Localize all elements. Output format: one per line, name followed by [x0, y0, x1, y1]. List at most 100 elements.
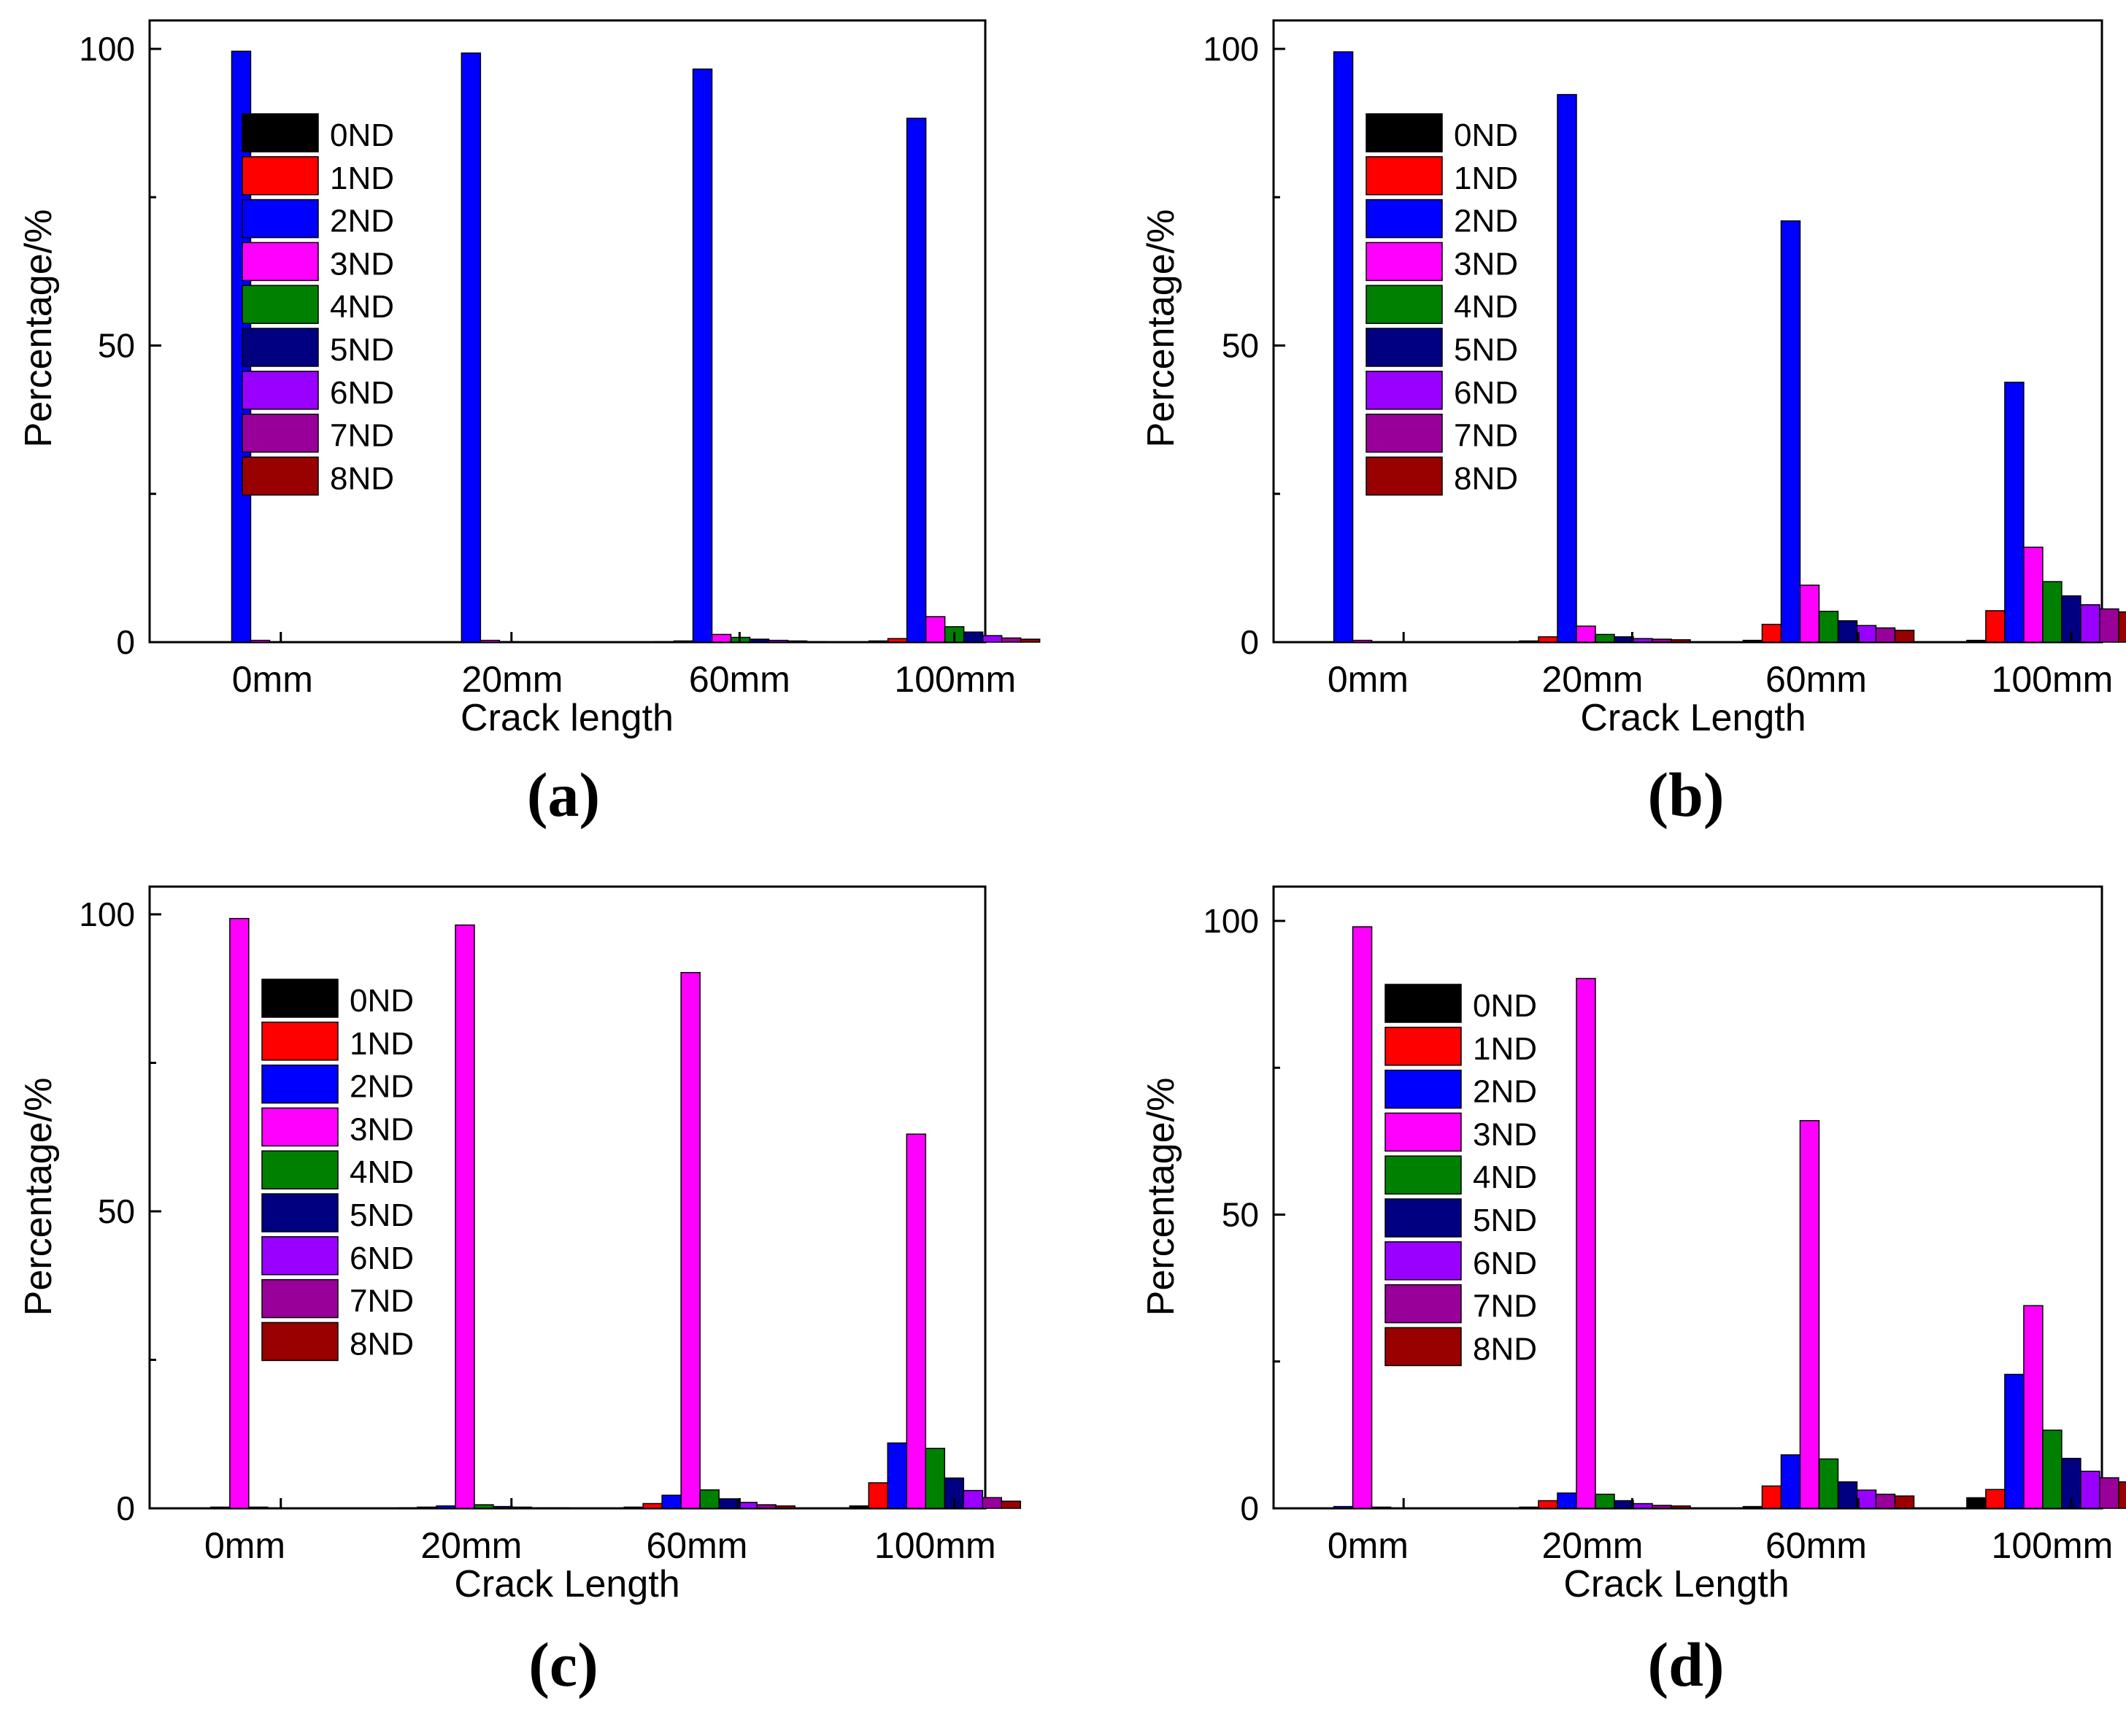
legend-label-6ND: 6ND [350, 1241, 414, 1276]
bar-3ND-100mm [2023, 547, 2044, 643]
legend-swatch-7ND [1384, 1284, 1462, 1324]
x-axis-label: Crack Length [1563, 1563, 1789, 1605]
legend-label-6ND: 6ND [330, 375, 394, 411]
legend: 0ND 1ND 2ND 3ND 4ND 5ND 6ND 7ND 8ND [1366, 113, 1518, 496]
legend-label-6ND: 6ND [1473, 1246, 1537, 1281]
bar-2ND-60mm [692, 68, 713, 643]
legend-label-0ND: 0ND [330, 117, 394, 153]
x-tick-label: 0mm [204, 1525, 285, 1566]
x-axis-label: Crack Length [1580, 697, 1806, 739]
bar-5ND-60mm [1837, 1481, 1858, 1509]
bar-2ND-100mm [906, 117, 927, 643]
legend-label-1ND: 1ND [330, 161, 394, 196]
legend-swatch-0ND [261, 979, 339, 1018]
legend-swatch-2ND [1366, 198, 1443, 239]
bar-3ND-0mm [1352, 926, 1373, 1509]
legend-label-2ND: 2ND [330, 204, 394, 239]
legend-label-7ND: 7ND [1473, 1289, 1537, 1324]
legend-swatch-2ND [1384, 1069, 1462, 1109]
bar-6ND-20mm [1633, 1502, 1653, 1509]
x-tick-label: 20mm [1542, 1525, 1644, 1566]
legend-swatch-8ND [261, 1322, 339, 1362]
legend-swatch-8ND [1384, 1327, 1462, 1367]
legend-label-4ND: 4ND [1454, 289, 1518, 325]
bar-6ND-100mm [2080, 604, 2100, 643]
x-tick-label: 20mm [420, 1525, 522, 1566]
y-tick-label: 100 [1203, 30, 1259, 68]
bar-3ND-20mm [1576, 625, 1596, 643]
legend-label-4ND: 4ND [1473, 1160, 1537, 1195]
bar-7ND-60mm [756, 1504, 777, 1509]
bar-3ND-60mm [680, 972, 701, 1509]
y-tick-label: 50 [98, 327, 135, 365]
x-tick-label: 20mm [461, 659, 563, 700]
legend-label-3ND: 3ND [350, 1111, 414, 1147]
chart-panel-c: 0 50 100 0mm 20mm 60mm 100mm Crack Length Percen… [18, 885, 1022, 1700]
bar-5ND-60mm [749, 639, 770, 643]
bar-3ND-20mm [455, 924, 475, 1509]
legend-label-2ND: 2ND [350, 1069, 414, 1105]
legend-swatch-1ND [1384, 1027, 1462, 1066]
x-tick-label: 60mm [1765, 659, 1867, 700]
bar-0ND-60mm [623, 1506, 644, 1509]
bar-3ND-0mm [229, 917, 250, 1509]
bar-6ND-60mm [1856, 625, 1877, 643]
legend-swatch-6ND [242, 371, 319, 410]
x-tick-label: 100mm [1992, 1525, 2114, 1566]
bar-3ND-100mm [925, 616, 946, 643]
bar-4ND-0mm [248, 1506, 269, 1509]
y-axis-label: Percentage/% [18, 209, 60, 448]
legend-swatch-3ND [242, 242, 319, 282]
y-tick-label: 100 [79, 30, 135, 68]
y-axis-label: Percentage/% [18, 1078, 60, 1316]
bar-0ND-60mm [1742, 639, 1763, 643]
legend-label-8ND: 8ND [1473, 1331, 1537, 1367]
legend-label-3ND: 3ND [1454, 246, 1518, 282]
bar-0ND-60mm [654, 641, 675, 643]
bar-4ND-100mm [925, 1448, 946, 1509]
bar-6ND-20mm [1633, 638, 1653, 643]
legend-swatch-6ND [1384, 1241, 1462, 1281]
legend-swatch-5ND [1366, 328, 1443, 367]
y-tick-label: 50 [1222, 1196, 1259, 1234]
bar-8ND-100mm [1020, 639, 1041, 643]
bar-7ND-100mm [2099, 608, 2119, 643]
x-tick-label: 60mm [689, 659, 790, 700]
legend-label-5ND: 5ND [1454, 332, 1518, 368]
bar-8ND-60mm [1894, 629, 1915, 643]
legend-swatch-3ND [1384, 1112, 1462, 1152]
bar-2ND-60mm [1780, 1454, 1801, 1509]
y-axis-label: Percentage/% [1140, 1078, 1182, 1316]
legend-swatch-7ND [1366, 413, 1443, 453]
legend-label-2ND: 2ND [1454, 204, 1518, 239]
panel-label: (a) [527, 760, 600, 830]
legend-swatch-6ND [1366, 371, 1443, 410]
bar-0ND-100mm [868, 640, 889, 643]
legend-swatch-4ND [1366, 285, 1443, 324]
legend-swatch-5ND [1384, 1198, 1462, 1238]
legend-label-0ND: 0ND [350, 983, 414, 1019]
x-tick-label: 100mm [874, 1525, 996, 1566]
bar-1ND-20mm [1538, 636, 1558, 643]
bar-2ND-60mm [661, 1494, 682, 1509]
x-tick-label: 0mm [1328, 659, 1409, 700]
bar-3ND-0mm [1352, 639, 1373, 643]
bar-4ND-0mm [1371, 1506, 1392, 1509]
legend-swatch-5ND [261, 1193, 339, 1232]
y-tick-label: 0 [116, 623, 135, 661]
x-tick-label: 60mm [647, 1525, 748, 1566]
bar-8ND-100mm [2118, 1481, 2126, 1509]
x-tick-label: 100mm [1992, 659, 2114, 700]
legend-label-8ND: 8ND [350, 1326, 414, 1362]
bar-6ND-60mm [1856, 1489, 1877, 1509]
bar-1ND-60mm [1761, 623, 1782, 643]
bar-3ND-60mm [1799, 1119, 1820, 1509]
bar-1ND-60mm [1761, 1485, 1782, 1509]
legend-label-5ND: 5ND [330, 332, 394, 368]
bar-3ND-100mm [906, 1133, 927, 1509]
bar-8ND-60mm [775, 1505, 796, 1509]
legend-swatch-8ND [242, 456, 319, 496]
bar-2ND-20mm [1557, 1492, 1577, 1509]
legend-label-0ND: 0ND [1454, 117, 1518, 153]
legend-swatch-4ND [1384, 1155, 1462, 1195]
